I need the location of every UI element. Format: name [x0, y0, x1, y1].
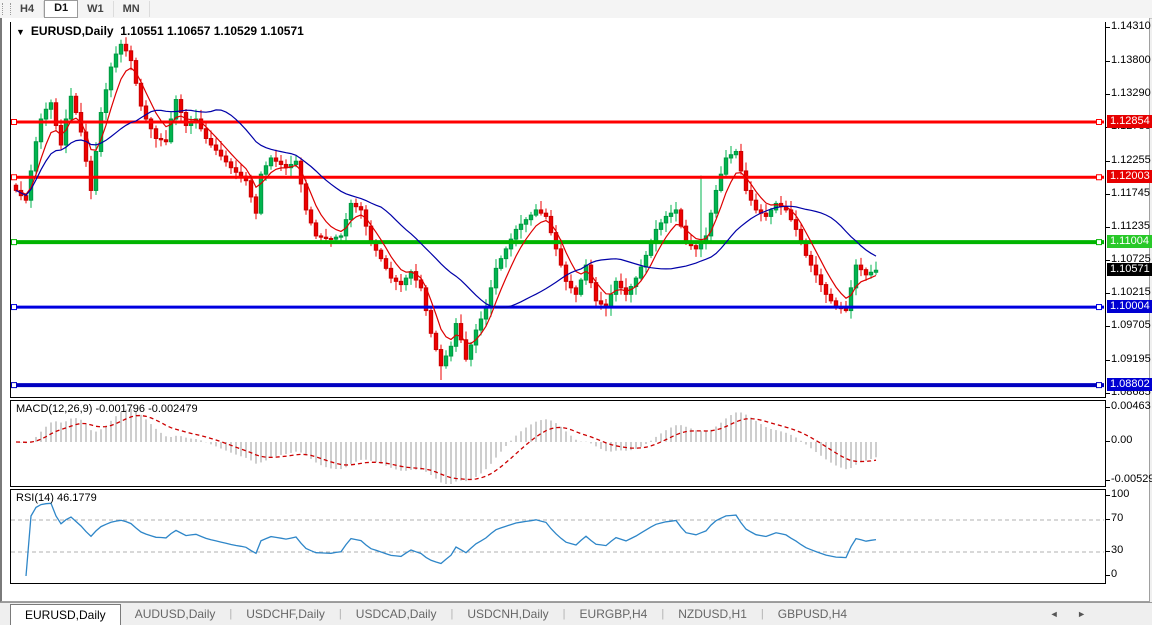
hline-handle[interactable]	[1096, 382, 1102, 389]
price-tick	[1106, 227, 1110, 229]
price-tick-label: 1.13290	[1111, 86, 1151, 99]
hline-handle[interactable]	[11, 119, 17, 125]
tab-scroll-arrows[interactable]: ◄ ►	[1049, 609, 1094, 619]
price-badge-1.10004: 1.10004	[1107, 300, 1152, 314]
chart-title: ▼ EURUSD,Daily 1.10551 1.10657 1.10529 1.…	[16, 24, 304, 38]
price-badge-1.10571: 1.10571	[1107, 263, 1152, 277]
rsi-tick	[1106, 495, 1110, 496]
macd-panel[interactable]	[10, 400, 1106, 487]
chart-tab-bar: EURUSD,Daily AUDUSD,Daily | USDCHF,Daily | US…	[0, 602, 1152, 625]
tab-eurusd-daily[interactable]: EURUSD,Daily	[10, 604, 121, 625]
rsi-tick	[1106, 519, 1110, 520]
rsi-line	[25, 502, 877, 577]
rsi-tick-label: 100	[1111, 488, 1130, 500]
tab-audusd-daily[interactable]: AUDUSD,Daily	[134, 607, 216, 621]
macd-svg	[15, 408, 877, 484]
macd-tick	[1106, 441, 1110, 442]
macd-tick	[1106, 406, 1110, 408]
chart-symbol-label: EURUSD,Daily	[30, 24, 114, 38]
price-tick-label: 1.11745	[1111, 187, 1150, 199]
chart-ohlc-values: 1.10551 1.10657 1.10529 1.10571	[120, 24, 304, 38]
tab-separator: |	[450, 608, 454, 620]
macd-label: MACD(12,26,9) -0.001796 -0.002479	[16, 403, 198, 415]
price-tick	[1106, 93, 1110, 95]
price-tick-label: 1.10215	[1111, 286, 1151, 299]
price-tick	[1106, 160, 1110, 162]
price-tick-label: 1.11235	[1111, 220, 1150, 233]
tab-separator: |	[338, 608, 342, 620]
tab-usdchf-daily[interactable]: USDCHF,Daily	[246, 607, 325, 621]
timeframe-toolbar: H4 D1 W1 MN	[0, 0, 1152, 19]
timeframe-button-h4[interactable]: H4	[11, 1, 45, 17]
macd-tick	[1106, 479, 1110, 481]
rsi-tick	[1106, 575, 1110, 576]
chart-window[interactable]: ▼ EURUSD,Daily 1.10551 1.10657 1.10529 1.…	[0, 18, 1152, 619]
tab-separator: |	[661, 608, 665, 620]
tab-usdcnh-daily[interactable]: USDCNH,Daily	[467, 607, 549, 621]
tab-separator: |	[562, 608, 566, 620]
tab-separator: |	[229, 608, 233, 620]
rsi-tick-label: 0	[1111, 568, 1118, 580]
tab-separator: |	[760, 608, 764, 620]
price-badge-1.11004: 1.11004	[1107, 235, 1152, 249]
hline-handle[interactable]	[1096, 174, 1102, 181]
price-tick-label: 1.12255	[1111, 153, 1151, 166]
symbol-dropdown-icon[interactable]: ▼	[16, 27, 25, 37]
price-tick-label: 1.09195	[1111, 352, 1151, 365]
tab-nzdusd-h1[interactable]: NZDUSD,H1	[678, 607, 747, 621]
timeframe-button-w1[interactable]: W1	[78, 1, 114, 17]
hline-handle[interactable]	[1096, 119, 1102, 125]
price-badge-1.12003: 1.12003	[1107, 170, 1152, 184]
rsi-tick-label: 70	[1111, 512, 1124, 524]
tab-eurgbp-h4[interactable]: EURGBP,H4	[579, 607, 648, 621]
price-badge-1.08802: 1.08802	[1107, 378, 1152, 392]
price-tick	[1106, 27, 1110, 29]
price-tick-label: 1.10725	[1111, 253, 1151, 266]
price-tick-label: 1.09705	[1111, 319, 1151, 332]
hline-handle[interactable]	[1096, 239, 1102, 246]
rsi-panel[interactable]	[10, 489, 1106, 584]
price-tick	[1106, 293, 1110, 295]
rsi-tick	[1106, 551, 1110, 552]
hline-handle[interactable]	[11, 304, 17, 311]
price-tick-label: 1.14310	[1111, 20, 1151, 33]
timeframe-button-mn[interactable]: MN	[114, 1, 150, 17]
price-chart-panel[interactable]	[10, 22, 1106, 398]
toolbar-grip-icon[interactable]	[2, 3, 11, 15]
rsi-label: RSI(14) 46.1779	[16, 492, 97, 504]
fast-ma-line	[15, 67, 877, 345]
macd-signal-line	[15, 414, 877, 481]
price-tick	[1106, 260, 1110, 262]
rsi-tick-label: 30	[1111, 544, 1124, 556]
price-tick	[1106, 194, 1110, 195]
slow-ma-line	[15, 109, 877, 309]
price-tick	[1106, 60, 1110, 62]
macd-tick-label: 0.00463	[1111, 399, 1151, 412]
candlestick-svg	[11, 37, 1104, 389]
price-tick	[1106, 359, 1110, 361]
macd-tick-label: 0.00	[1111, 434, 1133, 446]
timeframe-button-d1[interactable]: D1	[44, 0, 79, 18]
tab-usdcad-daily[interactable]: USDCAD,Daily	[355, 607, 437, 621]
macd-values: -0.001796 -0.002479	[95, 403, 198, 415]
price-tick	[1106, 392, 1110, 394]
hline-handle[interactable]	[1096, 304, 1102, 311]
price-badge-1.12854: 1.12854	[1107, 115, 1152, 128]
hline-handle[interactable]	[11, 239, 17, 246]
rsi-svg	[11, 502, 1104, 577]
price-tick-label: 1.13800	[1111, 53, 1151, 66]
hline-handle[interactable]	[11, 382, 17, 389]
macd-tick-label: -0.00529	[1111, 472, 1152, 485]
hline-handle[interactable]	[11, 174, 17, 181]
tab-gbpusd-h4[interactable]: GBPUSD,H4	[777, 607, 848, 621]
price-tick	[1106, 326, 1110, 328]
